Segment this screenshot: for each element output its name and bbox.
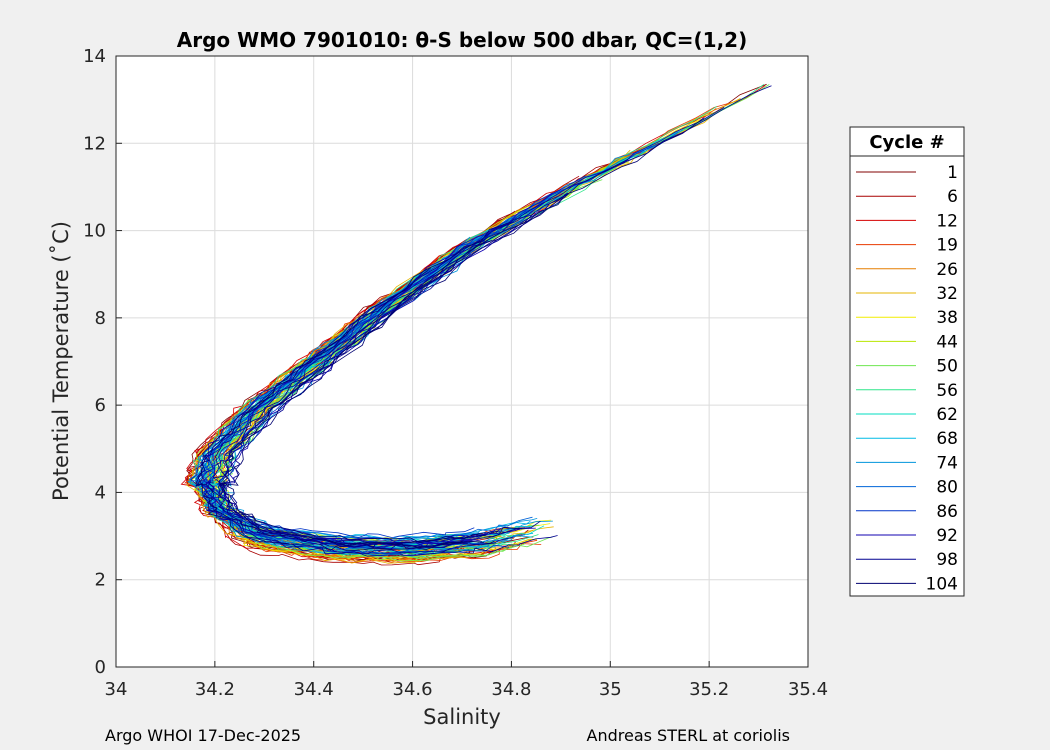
y-tick-label: 2 bbox=[95, 570, 106, 591]
legend-label: 62 bbox=[936, 405, 958, 425]
legend-label: 92 bbox=[936, 526, 958, 546]
legend-entries: 1 6 12 19 26 32 38 44 50 56 62 68 74 80 86 92 98 104 bbox=[856, 163, 958, 594]
legend-label: 80 bbox=[936, 478, 958, 498]
legend-label: 44 bbox=[936, 332, 958, 352]
footer-left: Argo WHOI 17-Dec-2025 bbox=[105, 726, 301, 745]
x-axis-label: Salinity bbox=[423, 705, 501, 729]
x-tick-label: 34.4 bbox=[294, 679, 334, 700]
footer-right: Andreas STERL at coriolis bbox=[587, 726, 790, 745]
legend-label: 1 bbox=[947, 163, 958, 183]
y-tick-label: 10 bbox=[83, 221, 106, 242]
legend-label: 68 bbox=[936, 429, 958, 449]
legend-label: 98 bbox=[936, 550, 958, 570]
theta-s-trace bbox=[200, 219, 509, 555]
theta-s-trace bbox=[197, 192, 553, 554]
theta-s-trace bbox=[218, 192, 568, 549]
y-tick-label: 14 bbox=[83, 46, 106, 67]
plot-area bbox=[116, 56, 808, 667]
x-tick-label: 34.8 bbox=[491, 679, 531, 700]
legend-label: 50 bbox=[936, 357, 958, 377]
y-tick-label: 6 bbox=[95, 395, 106, 416]
x-tick-label: 34 bbox=[105, 679, 128, 700]
legend-label: 104 bbox=[926, 574, 958, 594]
theta-s-trace bbox=[221, 117, 705, 547]
y-tick-label: 12 bbox=[83, 133, 106, 154]
legend-label: 6 bbox=[947, 187, 958, 207]
legend-box bbox=[849, 126, 965, 597]
theta-s-trace bbox=[195, 221, 511, 552]
grid bbox=[115, 55, 809, 668]
x-tick-label: 34.6 bbox=[393, 679, 433, 700]
chart-title: Argo WMO 7901010: θ-S below 500 dbar, QC… bbox=[177, 28, 747, 52]
legend-label: 38 bbox=[936, 308, 958, 328]
legend-label: 86 bbox=[936, 502, 958, 522]
traces bbox=[180, 83, 772, 566]
y-axis-label: Potential Temperature (˚C) bbox=[49, 221, 73, 501]
y-tick-label: 4 bbox=[95, 482, 106, 503]
theta-s-trace bbox=[195, 267, 523, 545]
x-tick-label: 35 bbox=[599, 679, 622, 700]
theta-s-trace bbox=[199, 131, 679, 540]
legend-label: 74 bbox=[936, 453, 958, 473]
legend: Cycle # 1 6 12 19 26 32 38 44 50 56 62 68 74 80 86 92 98… bbox=[849, 126, 965, 597]
ticks: 34 34.2 34.4 34.6 34.8 35 35.2 35.4 0 2 4 6 8 10 12 14 bbox=[83, 46, 828, 700]
y-tick-label: 0 bbox=[95, 657, 106, 678]
legend-label: 26 bbox=[936, 260, 958, 280]
legend-label: 56 bbox=[936, 381, 958, 401]
legend-label: 32 bbox=[936, 284, 958, 304]
legend-label: 12 bbox=[936, 211, 958, 231]
theta-s-trace bbox=[218, 211, 536, 544]
x-tick-label: 35.4 bbox=[788, 679, 828, 700]
legend-title: Cycle # bbox=[869, 132, 944, 153]
x-tick-label: 34.2 bbox=[195, 679, 235, 700]
axes-box bbox=[115, 55, 809, 668]
legend-label: 19 bbox=[936, 236, 958, 256]
y-tick-label: 8 bbox=[95, 308, 106, 329]
x-tick-label: 35.2 bbox=[689, 679, 729, 700]
